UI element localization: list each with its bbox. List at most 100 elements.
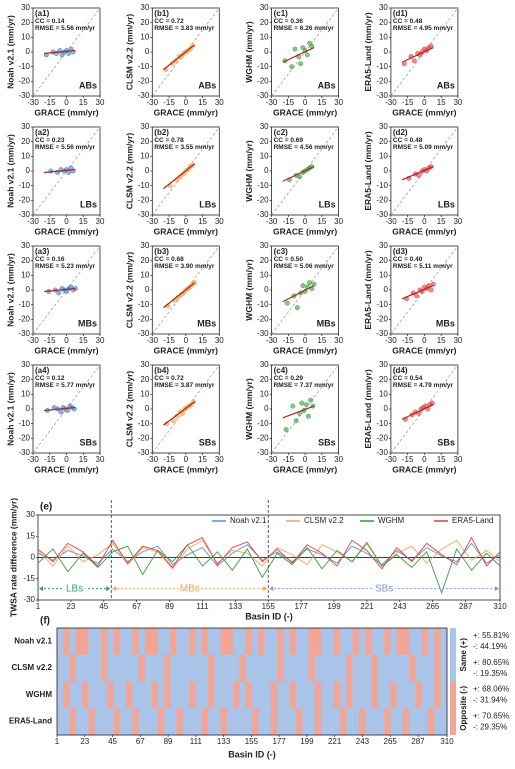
point	[303, 402, 309, 408]
y-tick-label: -10	[18, 300, 30, 309]
y-tick-label: 10	[21, 151, 30, 160]
x-tick-label: -15	[402, 455, 414, 464]
heat-cell	[214, 654, 221, 682]
heat-cell	[409, 654, 416, 682]
cc-label: CC = 0.69	[274, 137, 304, 144]
x-axis-label: GRACE (mm/yr)	[392, 107, 456, 117]
heat-cell	[63, 708, 70, 736]
heat-cell	[201, 628, 209, 656]
group-label: LBs	[66, 583, 83, 594]
cc-label: CC = 0.48	[393, 18, 423, 25]
fit-line	[44, 49, 76, 55]
x-tick-label: 265	[426, 602, 440, 611]
y-tick-label: -10	[257, 62, 269, 71]
group-label-bg	[178, 582, 201, 594]
y-axis-label: CLSM v2.2 (mm/yr)	[125, 133, 135, 210]
y-tick-label: 20	[21, 375, 30, 384]
heat-cell	[226, 681, 234, 709]
heat-cell	[252, 628, 259, 656]
fit-line	[401, 166, 434, 181]
y-tick-label: 20	[21, 256, 30, 265]
heat-cell	[390, 654, 397, 682]
row-stat: +: 68.06%	[473, 685, 509, 694]
heat-cell	[170, 708, 177, 736]
x-tick-label: 221	[328, 737, 342, 746]
x-tick-label: -15	[44, 98, 56, 107]
heat-cell	[390, 681, 397, 709]
y-axis-label: Noah v2.1 (mm/yr)	[5, 372, 15, 446]
heat-cell	[409, 708, 416, 736]
heat-cell	[296, 628, 303, 656]
cc-label: CC = 0.23	[35, 137, 65, 144]
heat-cell	[101, 654, 108, 682]
heat-cell	[195, 654, 202, 682]
heat-cell	[296, 654, 303, 682]
point	[311, 281, 317, 287]
heat-cell	[207, 681, 215, 709]
heat-cell	[82, 708, 89, 736]
y-tick-label: 0	[26, 47, 31, 56]
heat-cell	[88, 708, 96, 736]
point	[289, 64, 295, 70]
x-tick-label: 45	[99, 602, 108, 611]
panel-label: (c2)	[274, 128, 289, 137]
heat-cell	[264, 708, 272, 736]
heat-cell	[396, 654, 404, 682]
heat-cell	[101, 681, 108, 709]
y-tick-label: 0	[383, 404, 388, 413]
heat-cell	[277, 654, 284, 682]
heat-cell	[245, 681, 253, 709]
fit-line	[282, 405, 315, 419]
arrow-head	[269, 586, 274, 592]
y-tick-label: -30	[376, 91, 388, 100]
heat-cell	[201, 654, 209, 682]
y-tick-label: 0	[383, 285, 388, 294]
y-tick-label: 10	[379, 151, 388, 160]
y-tick-label: -10	[18, 62, 30, 71]
x-tick-label: 15	[198, 455, 207, 464]
x-tick-label: 15	[198, 336, 207, 345]
row-label: CLSM v2.2	[12, 663, 53, 672]
x-tick-label: 89	[164, 737, 173, 746]
x-tick-label: -30	[385, 455, 397, 464]
cc-label: CC = 0.29	[274, 375, 304, 382]
point	[304, 52, 310, 58]
x-tick-label: -15	[283, 336, 295, 345]
rmse-label: RMSE = 6.26 mm/yr	[274, 25, 335, 32]
heat-cell	[308, 681, 316, 709]
x-tick-label: 23	[80, 737, 89, 746]
heat-cell	[239, 708, 247, 736]
panel-label: (f)	[40, 616, 50, 627]
x-tick-label: -15	[163, 217, 175, 226]
heat-cell	[352, 708, 360, 736]
heat-cell	[182, 628, 190, 656]
heat-cell	[252, 654, 259, 682]
rmse-label: RMSE = 5.09 mm/yr	[393, 144, 454, 151]
heat-cell	[132, 681, 140, 709]
y-tick-label: 10	[260, 270, 269, 279]
row-stat: +: 80.65%	[473, 658, 509, 667]
heat-cell	[239, 681, 247, 709]
heat-cell	[396, 708, 404, 736]
heat-cell	[384, 708, 391, 736]
x-tick-label: 30	[453, 98, 462, 107]
x-tick-label: 15	[437, 336, 446, 345]
heat-cell	[75, 708, 83, 736]
point	[284, 300, 290, 306]
group-label: ABs	[437, 80, 455, 90]
heat-cell	[182, 708, 190, 736]
x-tick-label: -30	[147, 455, 159, 464]
heat-cell	[63, 654, 70, 682]
legend-label: WGHM	[378, 516, 405, 525]
legend-label: CLSM v2.2	[304, 516, 344, 525]
y-axis-label: WGHM (mm/yr)	[244, 21, 254, 83]
y-tick-label: 0	[26, 285, 31, 294]
heat-cell	[314, 628, 322, 656]
heat-cell	[57, 708, 64, 736]
panel-label: (a2)	[35, 128, 50, 137]
y-tick-label: 0	[383, 47, 388, 56]
y-tick-label: -20	[138, 314, 150, 323]
panel-label: (d4)	[393, 366, 408, 375]
rmse-label: RMSE = 4.79 mm/yr	[393, 382, 454, 389]
x-tick-label: 243	[356, 737, 370, 746]
